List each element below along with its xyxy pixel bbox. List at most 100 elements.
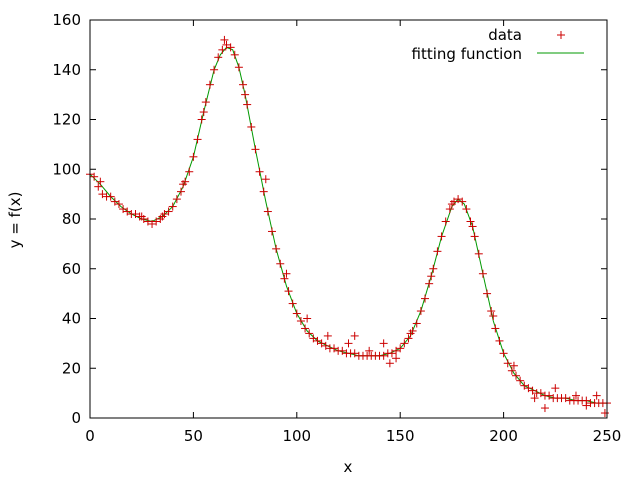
data-point	[94, 182, 103, 191]
data-point	[90, 172, 99, 181]
data-point	[222, 40, 231, 49]
data-point	[259, 187, 268, 196]
data-point	[110, 197, 119, 206]
data-point	[261, 175, 270, 184]
y-tick-label: 0	[71, 409, 81, 427]
data-point	[379, 339, 388, 348]
data-point	[385, 359, 394, 368]
data-point	[323, 331, 332, 340]
data-point	[267, 227, 276, 236]
y-tick-label: 20	[62, 359, 81, 377]
y-tick-label: 60	[62, 260, 81, 278]
data-point	[239, 80, 248, 89]
data-point	[530, 394, 539, 403]
x-tick-label: 150	[386, 427, 415, 445]
data-point	[392, 354, 401, 363]
legend: data fitting function	[412, 26, 584, 63]
data-point	[528, 386, 537, 395]
data-point	[507, 366, 516, 375]
y-tick-labels: 0 20 40 60 80 100 120 140 160	[52, 11, 81, 427]
data-point	[433, 247, 442, 256]
data-point	[193, 135, 202, 144]
y-tick-label: 140	[52, 61, 81, 79]
plot-frame	[89, 19, 608, 419]
data-point	[199, 108, 208, 117]
data-point	[458, 197, 467, 206]
fit-series	[89, 46, 607, 404]
data-point	[214, 53, 223, 62]
data-point	[197, 115, 206, 124]
data-point	[379, 351, 388, 360]
y-axis-label: y = f(x)	[6, 192, 24, 249]
data-point	[284, 287, 293, 296]
data-point	[470, 232, 479, 241]
data-point	[114, 200, 123, 209]
data-point	[540, 404, 549, 413]
y-tick-label: 120	[52, 111, 81, 129]
legend-label-fit: fitting function	[412, 45, 522, 63]
x-tick-labels: 0 50 100 150 200 250	[85, 427, 621, 445]
legend-label-data: data	[488, 26, 522, 44]
data-point	[406, 329, 415, 338]
data-point	[255, 167, 264, 176]
data-point	[321, 341, 330, 350]
data-point	[427, 272, 436, 281]
data-point	[288, 299, 297, 308]
x-tick-label: 100	[282, 427, 311, 445]
data-point	[220, 35, 229, 44]
data-point	[350, 349, 359, 358]
data-point	[441, 217, 450, 226]
data-point	[305, 329, 314, 338]
data-point	[516, 376, 525, 385]
data-point	[313, 336, 322, 345]
data-point	[317, 339, 326, 348]
data-point	[251, 145, 260, 154]
data-point	[478, 269, 487, 278]
data-point	[392, 346, 401, 355]
data-point	[201, 98, 210, 107]
data-point	[164, 207, 173, 216]
data-point	[487, 307, 496, 316]
data-point	[350, 331, 359, 340]
data-point	[226, 43, 235, 52]
data-point	[218, 45, 227, 54]
data-point	[416, 307, 425, 316]
data-point	[512, 371, 521, 380]
data-point	[241, 90, 250, 99]
data-point	[421, 294, 430, 303]
data-point	[387, 349, 396, 358]
data-point	[309, 334, 318, 343]
data-point	[143, 217, 152, 226]
data-point	[301, 324, 310, 333]
data-point	[189, 152, 198, 161]
data-point	[179, 180, 188, 189]
data-point	[282, 269, 291, 278]
data-series	[86, 35, 611, 418]
data-point	[520, 381, 529, 390]
data-point	[499, 349, 508, 358]
data-point	[263, 207, 272, 216]
x-tick-label: 50	[184, 427, 203, 445]
data-point	[247, 122, 256, 131]
data-point	[425, 279, 434, 288]
legend-plus-marker	[557, 31, 565, 39]
data-point	[600, 409, 609, 418]
data-point	[412, 319, 421, 328]
x-tick-label: 250	[593, 427, 622, 445]
x-tick-label: 0	[85, 427, 95, 445]
data-point	[205, 80, 214, 89]
data-point	[495, 336, 504, 345]
legend-marker-data	[557, 31, 565, 39]
data-point	[168, 202, 177, 211]
data-point	[491, 324, 500, 333]
data-point	[503, 359, 512, 368]
data-point	[462, 205, 471, 214]
data-point	[98, 190, 107, 199]
data-point	[365, 346, 374, 355]
data-point	[234, 63, 243, 72]
data-point	[396, 344, 405, 353]
data-point	[131, 210, 140, 219]
y-tick-label: 80	[62, 210, 81, 228]
data-point	[106, 192, 115, 201]
data-point	[296, 316, 305, 325]
